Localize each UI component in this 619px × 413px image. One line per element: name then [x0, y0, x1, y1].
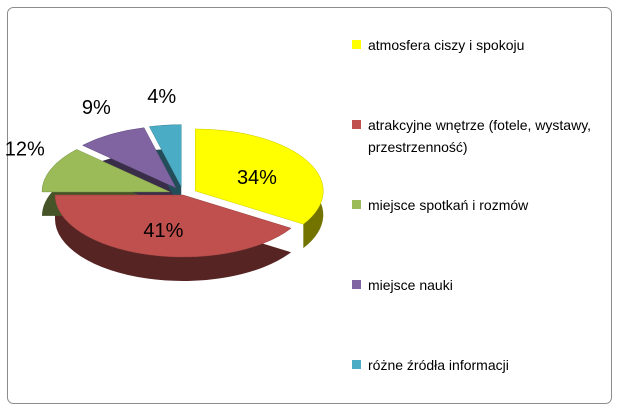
data-label: 4%	[147, 86, 176, 108]
slice	[54, 194, 292, 258]
legend-swatch	[352, 360, 361, 369]
legend-item: atmosfera ciszy i spokoju	[352, 34, 602, 56]
legend-item: miejsce spotkań i rozmów	[352, 194, 602, 216]
slice	[41, 149, 171, 193]
legend-label: miejsce nauki	[368, 277, 453, 293]
legend-item: różne źródła informacji	[352, 354, 602, 376]
slice	[149, 124, 182, 187]
legend-swatch	[352, 120, 361, 129]
legend-label: atmosfera ciszy i spokoju	[368, 37, 525, 53]
legend-item: miejsce nauki	[352, 274, 602, 296]
legend-swatch	[352, 40, 361, 49]
legend-item: atrakcyjne wnętrze (fotele, wystawy, prz…	[352, 114, 602, 158]
legend-label: miejsce spotkań i rozmów	[368, 197, 529, 213]
legend-swatch	[352, 280, 361, 289]
legend-label: różne źródła informacji	[368, 357, 509, 373]
data-label: 12%	[5, 138, 45, 160]
legend-swatch	[352, 200, 361, 209]
slice	[195, 128, 324, 225]
data-label: 41%	[143, 220, 183, 242]
legend-label: atrakcyjne wnętrze (fotele, wystawy, prz…	[368, 117, 592, 155]
data-label: 9%	[82, 97, 111, 119]
data-label: 34%	[237, 167, 277, 189]
slice	[81, 127, 177, 189]
